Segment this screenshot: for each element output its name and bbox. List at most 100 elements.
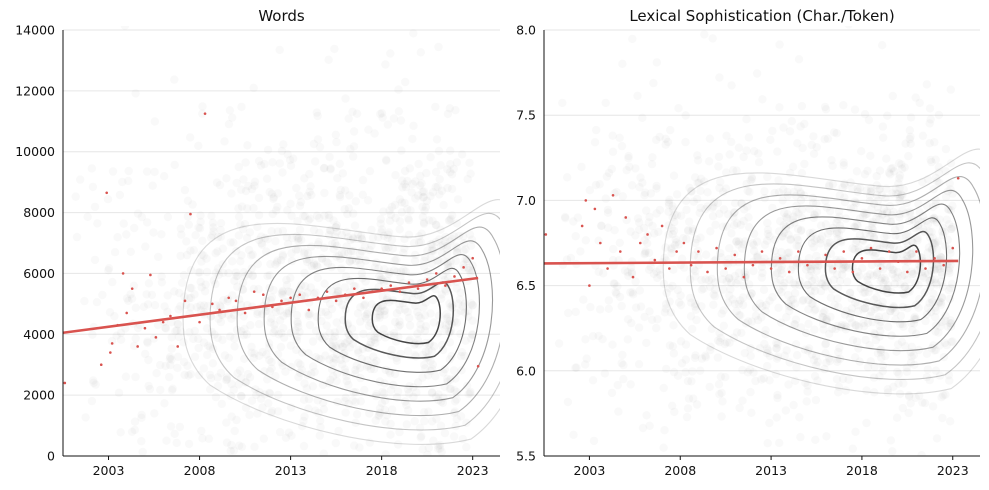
- document-point: [450, 386, 459, 395]
- document-point: [940, 338, 950, 348]
- document-point: [376, 307, 385, 316]
- document-point: [104, 264, 114, 273]
- document-point: [696, 366, 705, 375]
- document-point: [194, 334, 203, 344]
- document-point: [875, 332, 884, 341]
- document-point: [297, 281, 306, 290]
- document-point: [741, 319, 751, 328]
- document-point: [878, 361, 888, 370]
- document-point: [340, 205, 349, 214]
- document-point: [934, 237, 943, 246]
- document-point: [371, 391, 381, 401]
- document-point: [784, 290, 793, 300]
- mean-point: [227, 296, 230, 300]
- document-point: [653, 315, 662, 324]
- document-point: [848, 244, 857, 253]
- document-point: [642, 206, 651, 215]
- document-point: [427, 259, 436, 269]
- document-point: [833, 355, 842, 364]
- document-point: [269, 328, 278, 337]
- document-point: [196, 211, 205, 220]
- document-point: [700, 177, 709, 186]
- mean-point: [588, 284, 591, 287]
- document-point: [206, 374, 216, 383]
- document-point: [444, 216, 454, 225]
- y-tick-label: 2000: [23, 388, 55, 403]
- density-contour: [743, 189, 974, 352]
- document-point: [859, 305, 868, 314]
- document-point: [436, 161, 445, 170]
- document-point: [825, 180, 834, 189]
- document-point: [279, 140, 288, 149]
- document-point: [676, 337, 686, 346]
- document-point: [636, 302, 646, 311]
- y-tick-label: 7.5: [516, 108, 536, 123]
- document-point: [913, 236, 922, 245]
- document-point: [446, 214, 456, 224]
- document-point: [415, 423, 425, 432]
- document-point: [946, 283, 955, 293]
- document-point: [315, 228, 324, 237]
- document-point: [770, 188, 779, 198]
- document-point: [903, 275, 912, 284]
- document-point: [247, 396, 257, 405]
- document-point: [238, 224, 248, 234]
- document-point: [254, 210, 264, 220]
- document-point: [618, 59, 627, 68]
- mean-point: [280, 299, 283, 303]
- document-point: [740, 205, 749, 214]
- document-point: [351, 197, 360, 206]
- document-point: [364, 125, 373, 134]
- document-point: [946, 224, 956, 234]
- document-point: [710, 285, 720, 294]
- document-point: [340, 365, 350, 374]
- document-point: [353, 346, 363, 355]
- document-point: [427, 417, 437, 426]
- document-point: [416, 314, 425, 323]
- document-point: [421, 364, 430, 373]
- document-point: [645, 307, 654, 316]
- document-point: [734, 299, 744, 309]
- document-point: [119, 219, 128, 228]
- document-point: [228, 113, 237, 122]
- document-point: [272, 206, 281, 215]
- document-point: [357, 234, 366, 243]
- document-point: [227, 412, 236, 421]
- document-point: [935, 341, 944, 350]
- document-point: [832, 229, 841, 238]
- document-point: [286, 161, 296, 170]
- document-point: [701, 250, 711, 259]
- document-point: [752, 69, 762, 78]
- document-point: [793, 351, 802, 360]
- plot-area: [544, 26, 980, 456]
- document-point: [334, 251, 343, 260]
- document-point: [810, 286, 820, 296]
- document-point: [92, 298, 102, 307]
- document-point: [696, 186, 705, 196]
- document-point: [353, 234, 362, 244]
- document-point: [298, 422, 307, 431]
- document-point: [741, 272, 750, 282]
- document-point: [745, 365, 755, 374]
- document-point: [864, 287, 873, 297]
- document-point: [931, 155, 940, 164]
- document-point: [645, 421, 654, 430]
- document-point: [220, 137, 229, 146]
- document-point: [113, 233, 122, 242]
- document-point: [749, 368, 758, 377]
- document-point: [174, 305, 183, 314]
- document-point: [309, 259, 319, 268]
- document-point: [182, 237, 191, 246]
- document-point: [426, 309, 435, 318]
- document-point: [431, 220, 440, 229]
- document-point: [434, 396, 443, 405]
- document-point: [467, 235, 477, 244]
- document-point: [121, 324, 130, 333]
- document-point: [644, 248, 654, 258]
- document-point: [801, 328, 811, 338]
- document-point: [244, 181, 253, 191]
- document-point: [329, 353, 338, 363]
- document-point: [821, 196, 830, 205]
- document-point: [416, 325, 425, 334]
- document-point: [866, 151, 875, 160]
